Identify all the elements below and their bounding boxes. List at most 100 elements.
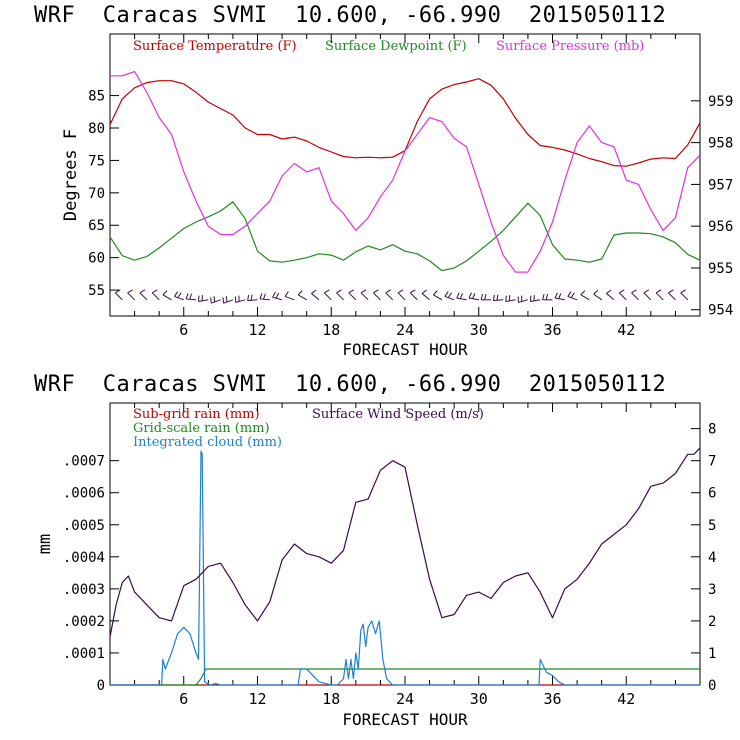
- plot-frame: [109, 33, 701, 317]
- y2-tick-label: 6: [708, 486, 716, 502]
- x-tick-label: 24: [396, 690, 414, 708]
- wind-barb: [360, 289, 369, 301]
- legend-surface-temperature: Surface Temperature (F): [133, 39, 297, 54]
- wind-barb: [373, 289, 381, 301]
- y2-tick-label: 8: [708, 422, 716, 438]
- x-tick-label: 6: [179, 321, 188, 339]
- wind-barb: [259, 293, 270, 301]
- y-tick-label: 70: [88, 186, 105, 202]
- axes-ticks: 6 12 18 24 30 36 42 55 60 65 70 75 80 85 954 955 956 957 9…: [88, 34, 733, 339]
- x-tick-label: 12: [248, 321, 266, 339]
- y2-tick-label: 4: [708, 550, 716, 566]
- wind-barb: [480, 294, 491, 301]
- wind-barb: [505, 295, 516, 303]
- legend-surface-dewpoint: Surface Dewpoint (F): [325, 39, 467, 54]
- legend-sub-grid-rain: Sub-grid rain (mm): [133, 407, 260, 422]
- x-tick-label: 18: [322, 690, 340, 708]
- wind-barbs: [114, 289, 689, 304]
- y-axis-label: mm: [35, 534, 55, 554]
- wind-barb: [580, 290, 590, 301]
- wind-barb: [618, 289, 627, 301]
- y2-tick-label: 956: [708, 219, 733, 235]
- y-tick-label: .0003: [63, 582, 105, 598]
- wind-barb: [336, 289, 344, 301]
- wind-barb: [151, 289, 160, 301]
- wind-barb: [210, 296, 221, 304]
- wind-barb: [492, 294, 504, 302]
- wind-barb: [554, 292, 565, 301]
- y2-tick-label: 959: [708, 94, 733, 110]
- x-tick-label: 42: [617, 321, 635, 339]
- y2-tick-label: 1: [708, 646, 716, 662]
- wind-barb: [127, 289, 135, 301]
- surface-temperature-line: [109, 78, 701, 167]
- wind-barb: [311, 289, 320, 301]
- x-tick-label: 36: [543, 690, 561, 708]
- y-tick-label: .0004: [63, 550, 105, 566]
- wind-barb: [421, 289, 430, 301]
- surface-pressure-line: [110, 70, 701, 273]
- x-tick-label: 30: [470, 690, 488, 708]
- legend-surface-wind-speed: Surface Wind Speed (m/s): [312, 407, 484, 422]
- y-tick-label: 65: [88, 218, 105, 234]
- x-axis-label: FORECAST HOUR: [342, 710, 468, 729]
- wind-barb: [456, 292, 467, 301]
- wind-barb: [517, 295, 529, 303]
- y2-tick-label: 0: [708, 678, 716, 694]
- x-tick-label: 42: [617, 690, 635, 708]
- wind-barb: [668, 289, 676, 301]
- wind-barb: [272, 291, 283, 301]
- wind-barb: [297, 290, 307, 301]
- y-tick-label: 80: [88, 121, 105, 137]
- y-tick-label: 75: [88, 153, 105, 169]
- y-tick-label: .0006: [63, 486, 105, 502]
- x-tick-label: 30: [470, 321, 488, 339]
- wind-barb: [185, 293, 197, 301]
- wind-barb: [162, 290, 172, 301]
- x-tick-label: 18: [322, 321, 340, 339]
- surface-wind-speed-line: [109, 447, 701, 638]
- surface-dewpoint-line: [109, 201, 701, 272]
- wind-barb: [643, 289, 652, 301]
- wind-barb: [593, 289, 602, 301]
- wind-barb: [348, 289, 357, 301]
- y2-tick-label: 5: [708, 518, 716, 534]
- wind-barb: [444, 291, 455, 301]
- legend-integrated-cloud: Integrated cloud (mm): [133, 435, 282, 450]
- wind-barb: [174, 291, 184, 301]
- wind-barb: [529, 295, 541, 303]
- wind-barb: [542, 294, 553, 301]
- y2-tick-label: 3: [708, 582, 716, 598]
- wind-barb: [567, 291, 578, 301]
- wind-barb: [606, 289, 615, 301]
- y-tick-label: 85: [88, 89, 105, 105]
- y2-tick-label: 958: [708, 136, 733, 152]
- y-tick-label: .0002: [63, 614, 105, 630]
- wind-barb: [655, 289, 664, 301]
- grid-scale-rain-line: [110, 668, 700, 686]
- temperature-panel: WRF Caracas SVMI 10.600, -66.990 2015050…: [34, 3, 733, 359]
- x-tick-label: 24: [396, 321, 414, 339]
- wind-barb: [631, 289, 639, 301]
- y-axis-label: Degrees F: [61, 129, 81, 221]
- y-tick-label: .0007: [63, 454, 105, 470]
- wind-barb: [284, 291, 295, 301]
- y-tick-label: .0005: [63, 518, 105, 534]
- x-tick-label: 36: [543, 321, 561, 339]
- chart-title: WRF Caracas SVMI 10.600, -66.990 2015050…: [34, 372, 666, 397]
- wind-barb: [198, 295, 209, 303]
- integrated-cloud-line: [110, 450, 700, 686]
- y2-tick-label: 2: [708, 614, 716, 630]
- wind-barb: [222, 296, 234, 304]
- legend-grid-scale-rain: Grid-scale rain (mm): [133, 421, 270, 436]
- axes-ticks: 6 12 18 24 30 36 420.0001.0002.0003.0004.0005.…: [63, 403, 716, 708]
- y-tick-label: 60: [88, 251, 105, 267]
- wind-barb: [409, 289, 418, 301]
- wind-barb: [385, 289, 394, 301]
- x-axis-label: FORECAST HOUR: [342, 340, 468, 359]
- y2-tick-label: 955: [708, 261, 733, 277]
- chart-title: WRF Caracas SVMI 10.600, -66.990 2015050…: [34, 3, 666, 28]
- wind-barb: [139, 289, 148, 301]
- y2-tick-label: 957: [708, 177, 733, 193]
